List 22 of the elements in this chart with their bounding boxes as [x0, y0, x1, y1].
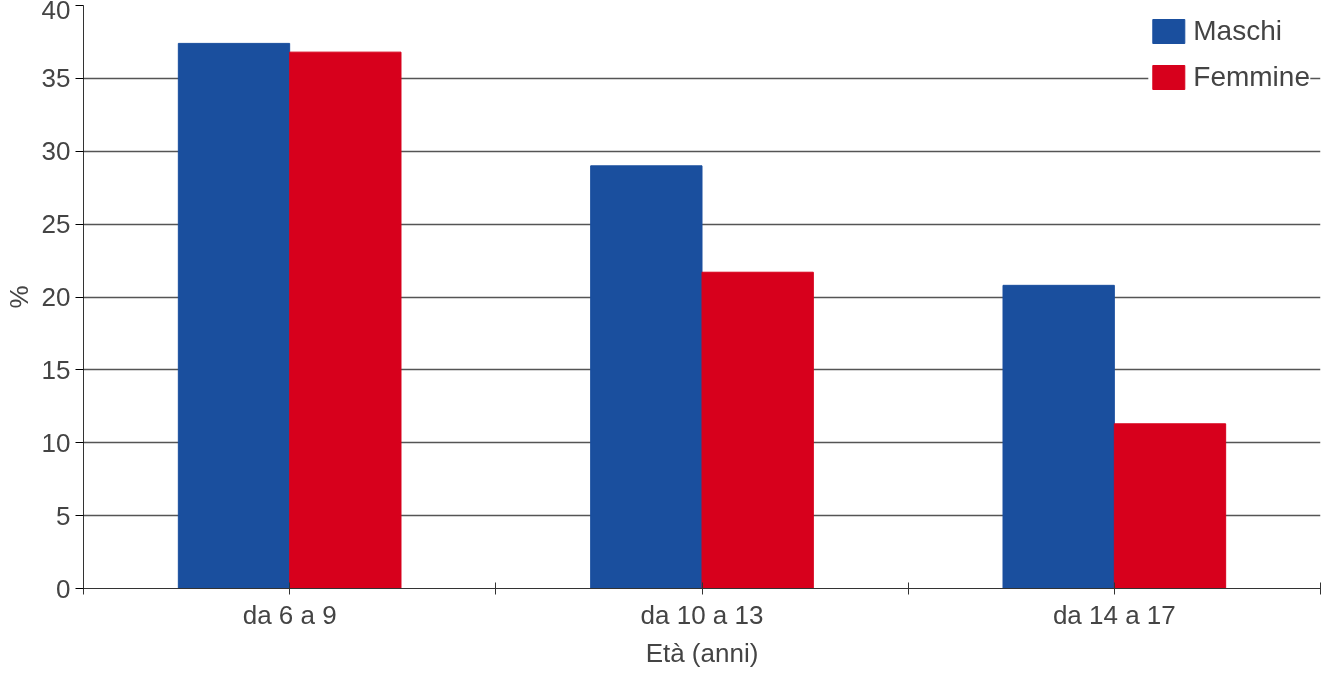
x-tick-label: da 14 a 17	[1052, 599, 1176, 630]
bar	[590, 165, 703, 589]
legend-label: Maschi	[1193, 15, 1282, 47]
y-tick-label: 5	[56, 500, 71, 531]
bar	[701, 271, 814, 589]
bar	[1002, 284, 1115, 589]
y-tick-label: 10	[41, 427, 71, 458]
y-tick-label: 25	[41, 209, 71, 240]
legend-label: Femmine	[1193, 61, 1310, 93]
y-axis-title: %	[3, 285, 34, 309]
bar	[1113, 423, 1227, 589]
y-tick-label: 0	[56, 573, 71, 604]
x-tick-label: da 6 a 9	[242, 599, 337, 630]
x-axis-title: Età (anni)	[645, 637, 759, 668]
y-tick-label: 35	[41, 63, 71, 94]
y-tick-label: 15	[41, 354, 71, 385]
y-tick-label: 20	[41, 282, 71, 312]
bar	[289, 51, 402, 589]
x-tick-label: da 10 a 13	[640, 599, 764, 630]
y-tick-label: 30	[41, 136, 71, 167]
bar	[177, 42, 291, 589]
y-tick-label: 40	[41, 0, 71, 25]
